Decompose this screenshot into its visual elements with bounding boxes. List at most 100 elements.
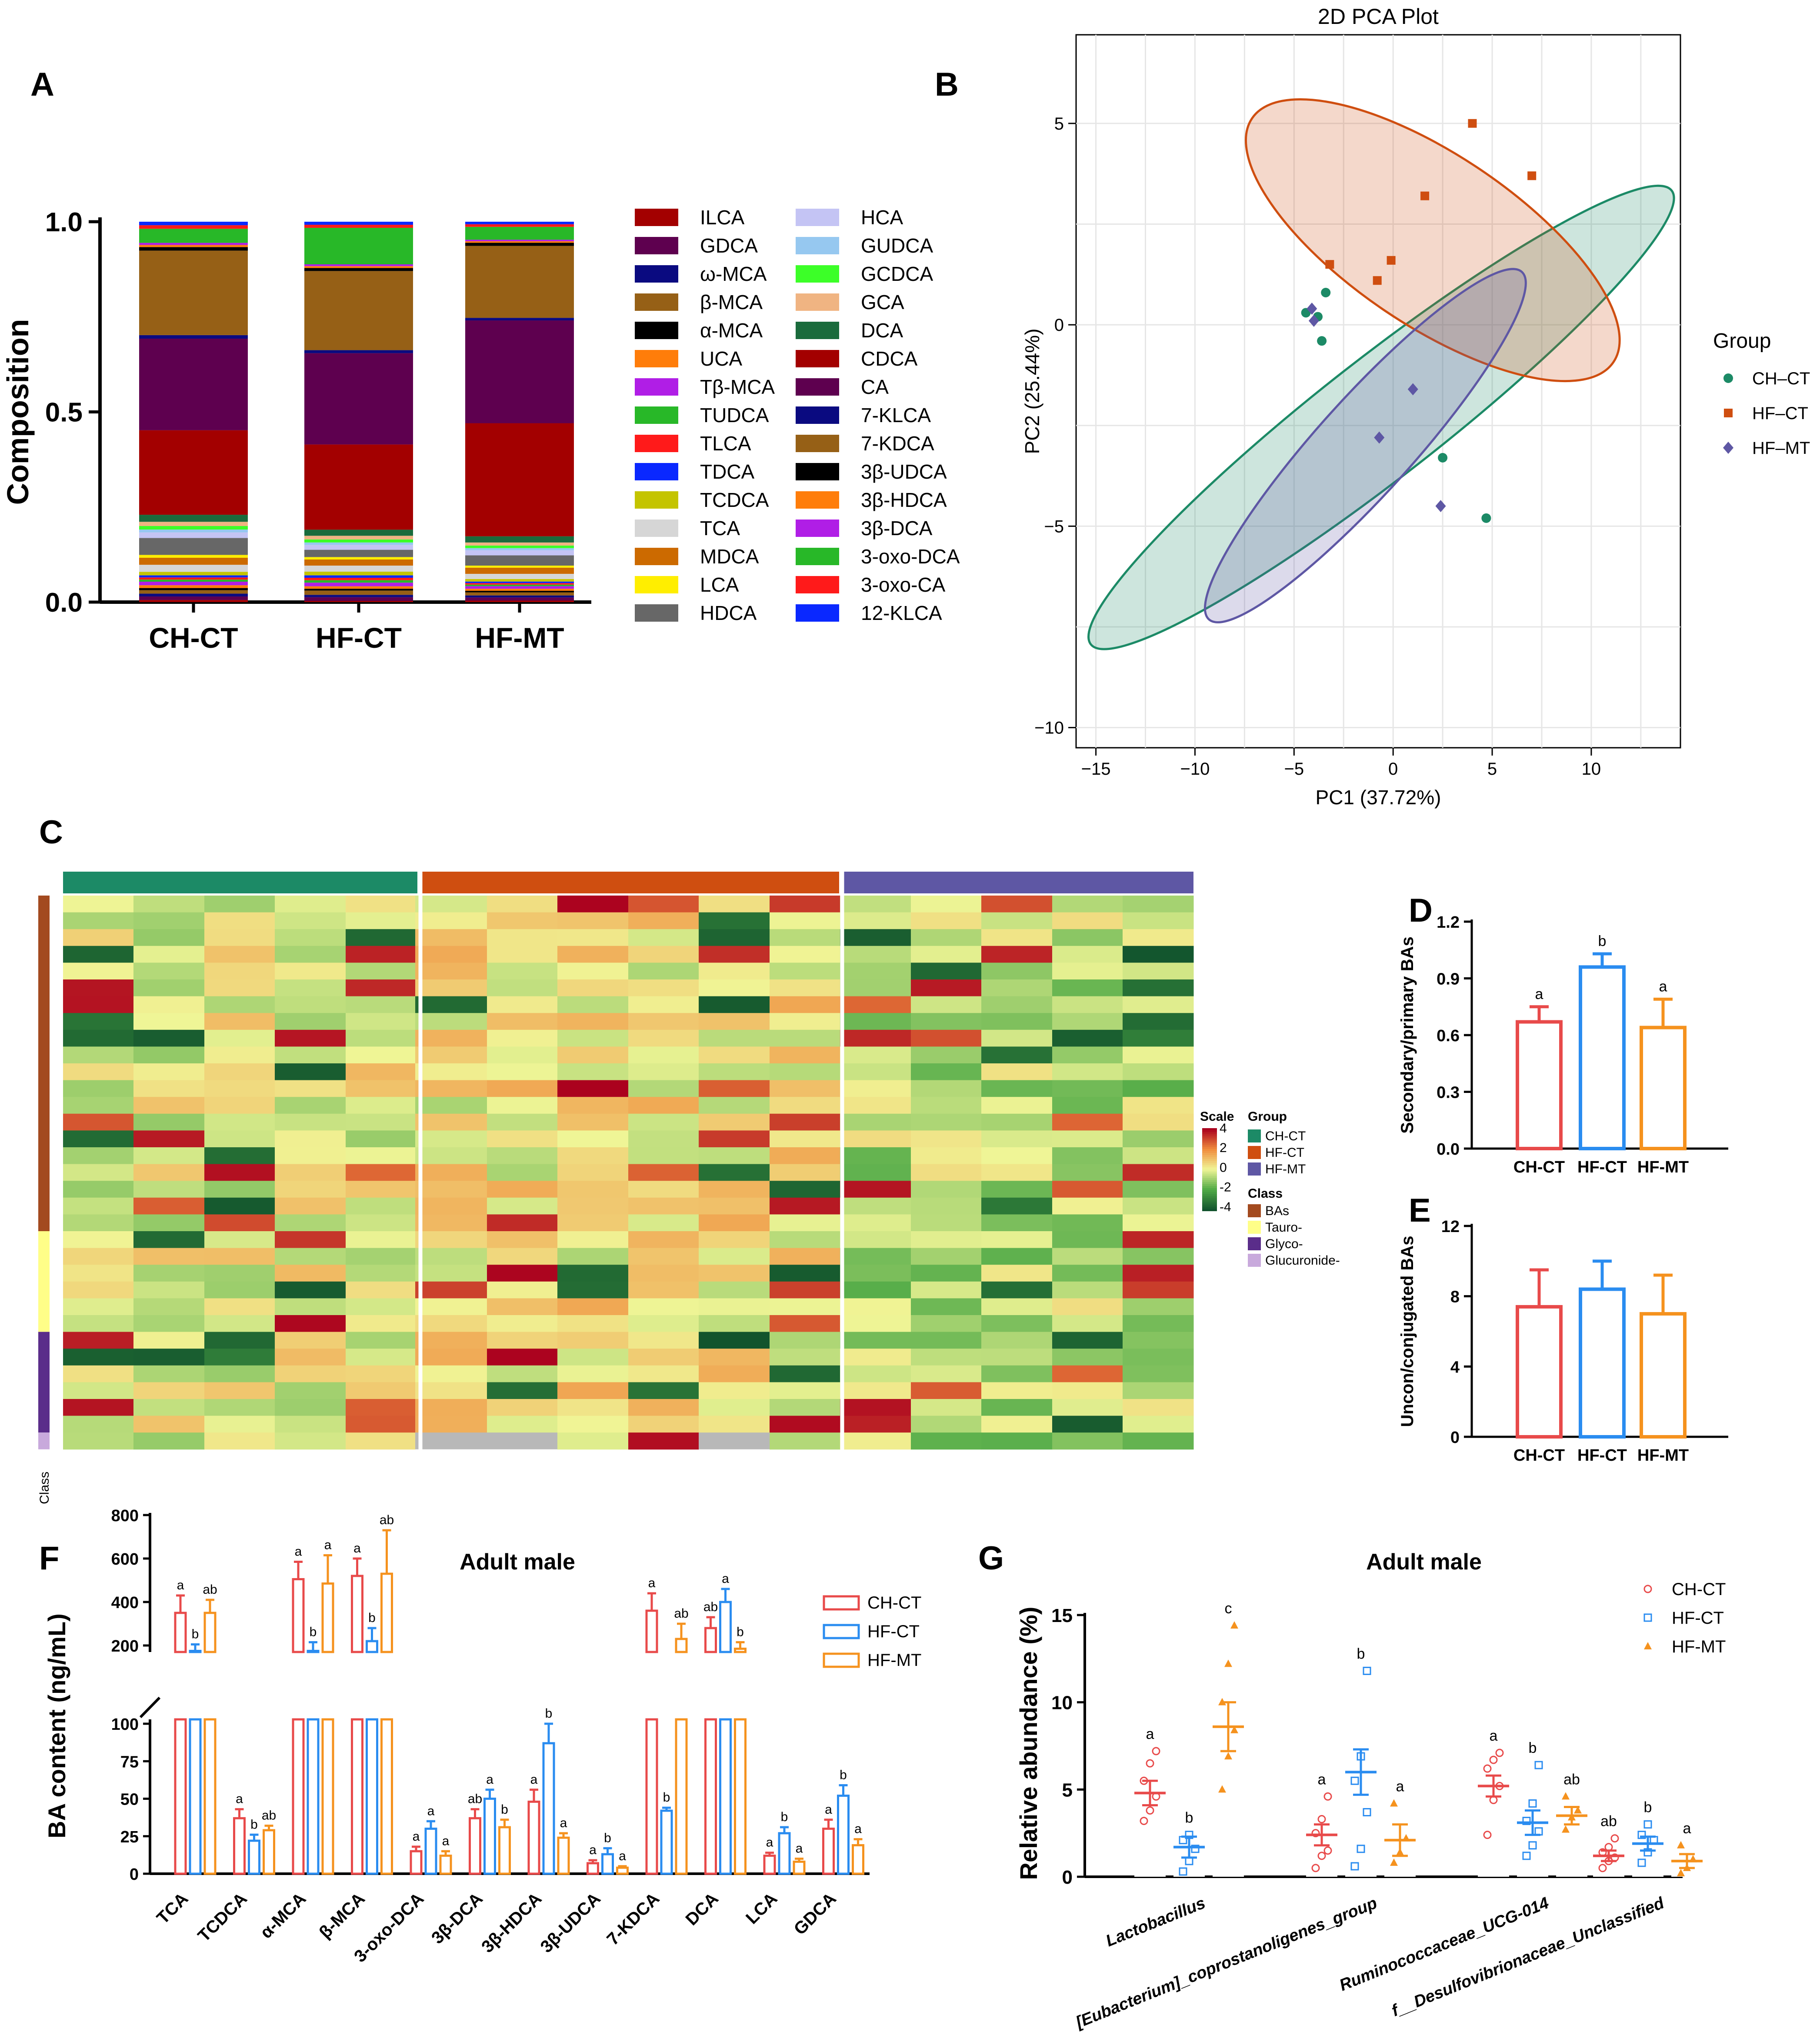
legend-marker xyxy=(1644,1642,1652,1649)
significance-letter: a xyxy=(1683,1820,1691,1837)
confidence-ellipse-HF-MT xyxy=(1203,268,1527,623)
heatmap-cell xyxy=(840,1265,911,1282)
heatmap-cell xyxy=(981,1097,1053,1114)
heatmap-cell xyxy=(911,1013,982,1030)
stacked-segment-UCA xyxy=(304,586,413,589)
heatmap-cell xyxy=(204,912,275,929)
heatmap-cell xyxy=(699,1181,770,1198)
heatmap-cell xyxy=(415,1315,487,1332)
heatmap-cell xyxy=(133,1046,205,1064)
heatmap-cell xyxy=(840,912,911,929)
stacked-segment-GCDCA xyxy=(304,539,413,543)
x-tick-label: [Eubacterium]_coprostanoligenes_group xyxy=(1073,1894,1380,2032)
heatmap-cell xyxy=(1123,1315,1194,1332)
heatmap-cell xyxy=(204,1248,275,1265)
stacked-segment-7-KLCA xyxy=(139,335,248,339)
data-point xyxy=(1140,1776,1148,1785)
bar-HF-CT xyxy=(837,1795,850,1875)
heatmap-cell xyxy=(133,1298,205,1316)
heatmap-cell xyxy=(1123,1080,1194,1097)
data-point xyxy=(1363,1808,1371,1817)
heatmap-cell xyxy=(770,1046,840,1064)
legend-label: HF-MT xyxy=(1672,1637,1726,1656)
heatmap-cell xyxy=(346,1130,416,1148)
heatmap-cell xyxy=(415,1080,487,1097)
data-point xyxy=(1562,1825,1570,1833)
panel-letter-c: C xyxy=(39,814,63,851)
heatmap-cell xyxy=(275,1265,346,1282)
y-tick-label: 10 xyxy=(1051,1692,1073,1714)
heatmap-cell xyxy=(981,1214,1053,1232)
heatmap-cell xyxy=(415,1063,487,1081)
stacked-segment-TLCA xyxy=(139,577,248,580)
data-point xyxy=(1568,1813,1576,1821)
heatmap-cell xyxy=(628,1181,699,1198)
stacked-segment-ILCA xyxy=(139,600,248,602)
heatmap-cell xyxy=(346,1181,416,1198)
stacked-segment-TLCA xyxy=(304,578,413,580)
heatmap-cell xyxy=(1123,1265,1194,1282)
significance-letter: a xyxy=(722,1572,729,1586)
heatmap-cell xyxy=(770,996,840,1013)
heatmap-cell xyxy=(275,1164,346,1181)
data-point xyxy=(1610,1853,1619,1862)
heatmap-cell xyxy=(63,1080,134,1097)
heatmap-cell xyxy=(133,1080,205,1097)
heatmap-cell xyxy=(557,912,629,929)
heatmap-cell xyxy=(63,1349,134,1366)
stacked-segment-TCA xyxy=(139,565,248,572)
bar-HF-CT xyxy=(248,1839,260,1875)
x-tick-label: CH-CT xyxy=(149,622,238,654)
heatmap-cell xyxy=(770,1113,840,1131)
heatmap-cell xyxy=(911,912,982,929)
class-legend-title: Class xyxy=(1248,1186,1283,1201)
heatmap-cell xyxy=(1052,1080,1123,1097)
heatmap-cell xyxy=(557,1298,629,1316)
heatmap-cell xyxy=(1052,1432,1123,1450)
heatmap-cell xyxy=(1052,1248,1123,1265)
heatmap-cell xyxy=(911,1399,982,1416)
data-point xyxy=(1489,1795,1498,1804)
heatmap-cell xyxy=(133,896,205,913)
legend-swatch xyxy=(796,209,839,226)
heatmap-cell xyxy=(1123,929,1194,946)
scale-gradient-step xyxy=(1202,1182,1217,1185)
heatmap-cell xyxy=(204,1097,275,1114)
scale-gradient-step xyxy=(1202,1206,1217,1209)
heatmap-cell xyxy=(346,1365,416,1382)
heatmap-cell xyxy=(628,1097,699,1114)
data-point xyxy=(1495,1749,1504,1757)
stacked-segment-HDCA xyxy=(139,538,248,555)
x-tick-label: LCA xyxy=(742,1889,781,1928)
heatmap-cell xyxy=(1123,1097,1194,1114)
heatmap-cell xyxy=(133,946,205,963)
heatmap-cell xyxy=(63,896,134,913)
heatmap-cell xyxy=(487,1181,558,1198)
bar-HF-MT xyxy=(793,1860,806,1875)
scale-gradient-step xyxy=(1202,1202,1217,1205)
bar-HF-CT-lower xyxy=(189,1718,202,1875)
heatmap-cell xyxy=(346,1382,416,1399)
heatmap-cell xyxy=(487,1197,558,1215)
bar-HF-MT-upper xyxy=(675,1638,688,1653)
heatmap-cell xyxy=(557,1281,629,1299)
heatmap-cell xyxy=(275,1147,346,1165)
heatmap-cell xyxy=(63,1365,134,1382)
heatmap-cell xyxy=(557,1080,629,1097)
heatmap-cell xyxy=(628,963,699,980)
scale-gradient-step xyxy=(1202,1165,1217,1168)
heatmap-cell xyxy=(415,1181,487,1198)
heatmap-cell xyxy=(63,1013,134,1030)
heatmap-cell xyxy=(699,1130,770,1148)
data-point xyxy=(1390,1858,1398,1866)
legend-label: MDCA xyxy=(700,545,759,568)
heatmap-cell xyxy=(840,1231,911,1249)
heatmap-cell xyxy=(487,1097,558,1114)
heatmap-cell xyxy=(981,1298,1053,1316)
significance-letter: ab xyxy=(1563,1771,1580,1788)
heatmap-cell xyxy=(840,1013,911,1030)
significance-letter: b xyxy=(1598,933,1607,949)
heatmap-cell xyxy=(63,946,134,963)
y-tick-label: 0 xyxy=(130,1865,139,1884)
heatmap-cell xyxy=(415,1197,487,1215)
